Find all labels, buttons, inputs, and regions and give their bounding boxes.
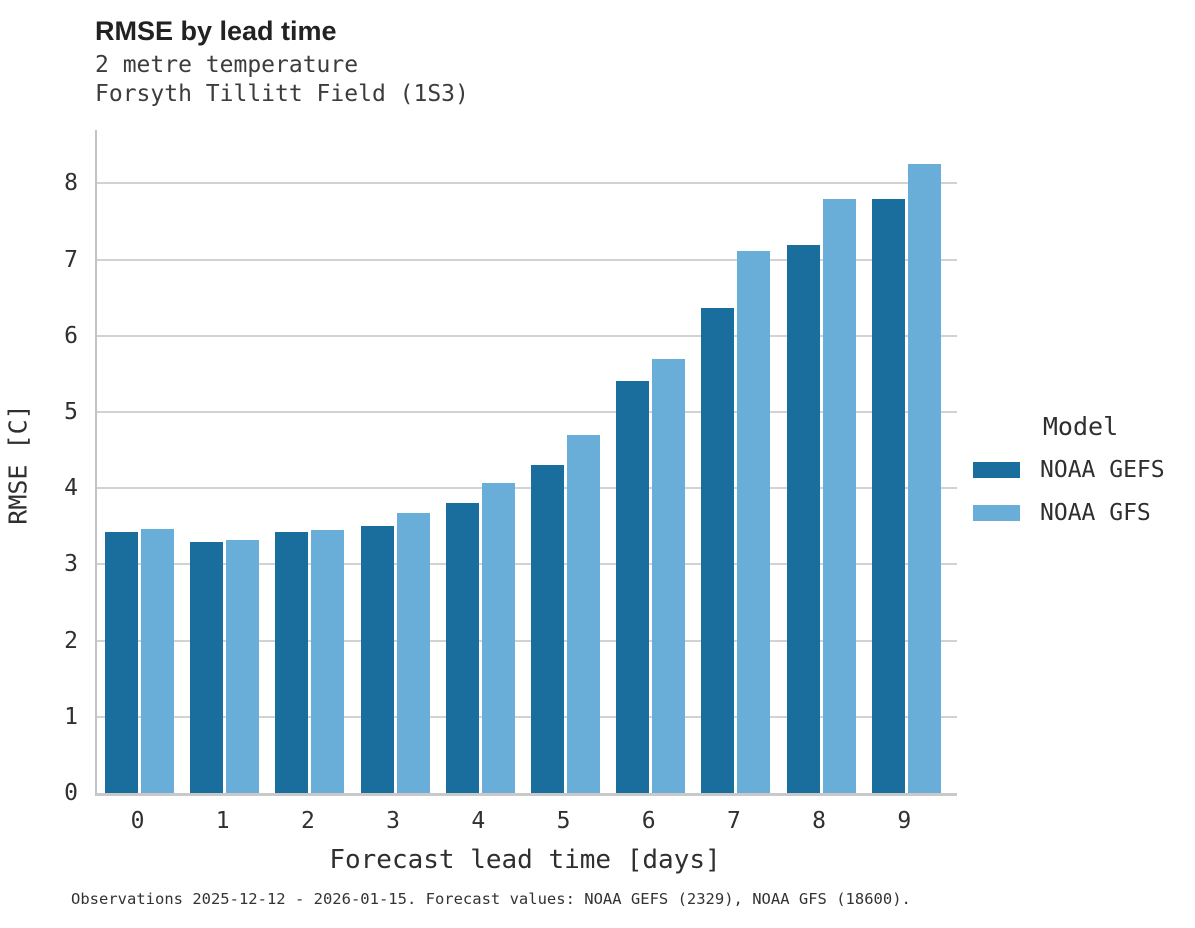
gridline-y-5 bbox=[97, 410, 957, 413]
bar-noaa-gefs-day-4 bbox=[445, 503, 479, 793]
y-tick-label-4: 4 bbox=[64, 475, 78, 502]
chart-subtitle-station: Forsyth Tillitt Field (1S3) bbox=[95, 81, 469, 107]
bar-noaa-gefs-day-8 bbox=[786, 245, 820, 793]
y-tick-label-1: 1 bbox=[64, 703, 78, 730]
x-tick-label-1: 1 bbox=[215, 808, 230, 834]
gridline-y-2 bbox=[97, 639, 957, 642]
chart-subtitle-variable: 2 metre temperature bbox=[95, 52, 359, 78]
legend-swatch-noaa-gefs bbox=[973, 462, 1020, 478]
x-tick-label-5: 5 bbox=[556, 808, 571, 834]
bar-noaa-gfs-day-5 bbox=[567, 434, 600, 793]
gridline-y-6 bbox=[97, 334, 957, 337]
y-tick-label-0: 0 bbox=[64, 780, 78, 806]
bar-noaa-gefs-day-2 bbox=[275, 531, 309, 793]
legend-swatch-noaa-gfs bbox=[973, 505, 1020, 521]
x-tick-label-7: 7 bbox=[726, 808, 741, 834]
gridline-y-4 bbox=[97, 487, 957, 490]
legend-entry-noaa-gfs: NOAA GFS bbox=[973, 500, 1188, 526]
x-tick-label-3: 3 bbox=[386, 808, 401, 834]
legend-label-noaa-gefs: NOAA GEFS bbox=[1040, 457, 1165, 483]
x-tick-label-8: 8 bbox=[812, 808, 827, 834]
x-tick-label-4: 4 bbox=[471, 808, 486, 834]
bar-noaa-gefs-day-0 bbox=[105, 532, 138, 793]
legend: Model NOAA GEFS NOAA GFS bbox=[973, 412, 1188, 543]
y-tick-label-6: 6 bbox=[64, 322, 78, 349]
gridline-y-1 bbox=[97, 715, 957, 718]
legend-entry-noaa-gefs: NOAA GEFS bbox=[973, 457, 1188, 483]
x-tick-label-0: 0 bbox=[130, 808, 145, 834]
legend-label-noaa-gfs: NOAA GFS bbox=[1040, 500, 1151, 526]
gridline-y-7 bbox=[97, 258, 957, 261]
plot-area bbox=[95, 130, 957, 796]
bar-noaa-gefs-day-3 bbox=[360, 525, 394, 793]
y-axis-title: RMSE [C] bbox=[3, 404, 33, 525]
bar-noaa-gfs-day-9 bbox=[907, 163, 941, 793]
y-tick-label-5: 5 bbox=[64, 398, 78, 425]
bar-noaa-gfs-day-6 bbox=[652, 359, 686, 793]
x-tick-label-6: 6 bbox=[641, 808, 656, 834]
gridline-y-8 bbox=[97, 182, 957, 185]
legend-title: Model bbox=[1042, 412, 1119, 441]
y-tick-label-8: 8 bbox=[64, 170, 78, 197]
bar-noaa-gfs-day-7 bbox=[737, 251, 771, 793]
observation-caption: Observations 2025-12-12 - 2026-01-15. Fo… bbox=[71, 890, 911, 908]
x-axis-title: Forecast lead time [days] bbox=[329, 845, 721, 875]
x-tick-label-9: 9 bbox=[897, 808, 912, 834]
bar-noaa-gfs-day-1 bbox=[226, 540, 260, 793]
bar-noaa-gfs-day-8 bbox=[822, 198, 856, 793]
bar-noaa-gefs-day-5 bbox=[531, 465, 564, 793]
y-tick-label-3: 3 bbox=[64, 551, 78, 578]
bar-noaa-gfs-day-2 bbox=[311, 530, 345, 793]
bar-noaa-gefs-day-6 bbox=[616, 381, 650, 793]
x-tick-label-2: 2 bbox=[300, 808, 315, 834]
y-tick-label-2: 2 bbox=[64, 627, 78, 654]
chart-title: RMSE by lead time bbox=[95, 16, 337, 46]
bar-noaa-gfs-day-4 bbox=[481, 482, 515, 793]
y-tick-label-7: 7 bbox=[64, 246, 78, 273]
bar-noaa-gefs-day-9 bbox=[871, 198, 905, 793]
bar-noaa-gefs-day-1 bbox=[190, 542, 224, 793]
bar-noaa-gefs-day-7 bbox=[701, 308, 735, 793]
bar-noaa-gfs-day-0 bbox=[141, 529, 174, 793]
bar-noaa-gfs-day-3 bbox=[396, 513, 430, 793]
gridline-y-3 bbox=[97, 563, 957, 566]
